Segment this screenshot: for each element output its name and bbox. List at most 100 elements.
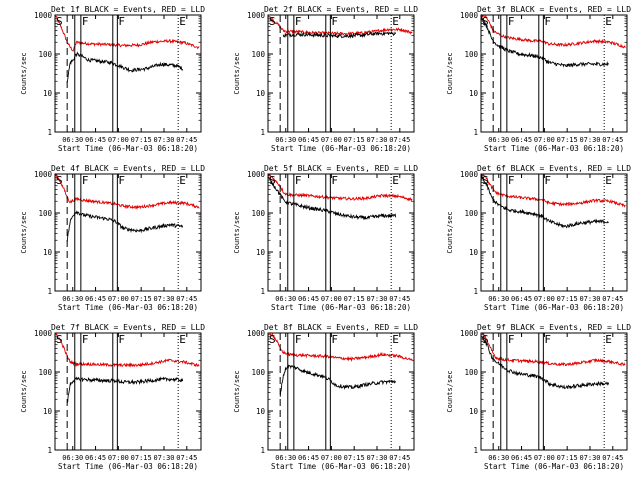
chart-title: Det 7f BLACK = Events, RED = LLD <box>51 323 205 332</box>
x-tick-label: 07:00 <box>108 454 129 462</box>
chart-panel-8: Det 8f BLACK = Events, RED = LLD Counts/s… <box>233 323 418 471</box>
series-line-lld <box>54 14 200 52</box>
y-tick-label: 1 <box>473 128 478 137</box>
x-tick-label: 07:30 <box>579 295 600 303</box>
x-tick-label: 07:15 <box>557 136 578 144</box>
marker-label: F <box>82 174 89 187</box>
y-axis-label: Counts/sec <box>233 211 241 253</box>
y-tick-label: 1000 <box>34 11 53 20</box>
series-line-lld <box>55 332 200 368</box>
y-axis-label: Counts/sec <box>446 52 454 94</box>
series-line-lld <box>268 173 413 202</box>
x-tick-label: 06:45 <box>298 136 319 144</box>
marker-label: S <box>482 15 489 28</box>
x-axis-label: Start Time (06-Mar-03 06:18:20) <box>58 462 198 471</box>
chart-panel-6: Det 6f BLACK = Events, RED = LLD Counts/s… <box>446 164 631 312</box>
marker-label: F <box>295 333 302 346</box>
y-tick-label: 1 <box>47 128 52 137</box>
x-tick-label: 07:30 <box>153 136 174 144</box>
y-tick-label: 1 <box>473 446 478 455</box>
marker-label: E <box>605 174 612 187</box>
x-tick-label: 07:15 <box>344 454 365 462</box>
series-line-events <box>279 364 397 397</box>
x-tick-label: 07:00 <box>108 295 129 303</box>
y-tick-label: 1000 <box>247 329 266 338</box>
y-tick-label: 10 <box>43 407 53 416</box>
series-line-lld <box>480 13 626 49</box>
x-tick-label: 07:00 <box>321 136 342 144</box>
x-tick-label: 06:45 <box>85 136 106 144</box>
x-axis-label: Start Time (06-Mar-03 06:18:20) <box>58 303 198 312</box>
x-tick-label: 06:45 <box>511 454 532 462</box>
x-tick-label: 07:45 <box>389 295 410 303</box>
chart-panel-1: Det 1f BLACK = Events, RED = LLD Counts/s… <box>20 5 205 153</box>
x-tick-label: 06:30 <box>62 454 83 462</box>
marker-label: F <box>331 15 338 28</box>
x-tick-label: 06:45 <box>298 295 319 303</box>
y-tick-label: 10 <box>256 407 266 416</box>
x-tick-label: 07:45 <box>602 136 623 144</box>
marker-label: E <box>392 174 399 187</box>
marker-label: E <box>179 333 186 346</box>
y-tick-label: 10 <box>43 248 53 257</box>
marker-label: F <box>118 15 125 28</box>
chart-title: Det 2f BLACK = Events, RED = LLD <box>264 5 418 14</box>
x-tick-label: 07:45 <box>602 295 623 303</box>
marker-label: F <box>118 174 125 187</box>
y-tick-label: 10 <box>256 248 266 257</box>
marker-label: S <box>482 333 489 346</box>
y-tick-label: 10 <box>469 89 479 98</box>
x-tick-label: 06:30 <box>488 136 509 144</box>
y-tick-label: 1000 <box>34 170 53 179</box>
x-tick-label: 07:30 <box>579 136 600 144</box>
chart-panel-7: Det 7f BLACK = Events, RED = LLD Counts/s… <box>20 323 205 471</box>
series-line-events <box>480 335 610 390</box>
series-line-events <box>480 15 609 68</box>
plot-frame <box>54 14 202 133</box>
marker-label: S <box>56 174 63 187</box>
y-tick-label: 100 <box>464 209 478 218</box>
x-tick-label: 07:30 <box>153 454 174 462</box>
x-tick-label: 06:30 <box>62 136 83 144</box>
y-tick-label: 100 <box>464 368 478 377</box>
marker-label: F <box>544 15 551 28</box>
x-tick-label: 06:30 <box>488 454 509 462</box>
plot-frame <box>480 332 628 451</box>
x-tick-label: 07:45 <box>389 454 410 462</box>
x-tick-label: 07:15 <box>557 295 578 303</box>
y-axis-label: Counts/sec <box>233 370 241 412</box>
x-tick-label: 07:15 <box>131 454 152 462</box>
x-axis-label: Start Time (06-Mar-03 06:18:20) <box>58 144 198 153</box>
marker-label: E <box>605 333 612 346</box>
y-tick-label: 1 <box>260 446 265 455</box>
y-tick-label: 1 <box>260 287 265 296</box>
chart-panel-2: Det 2f BLACK = Events, RED = LLD Counts/s… <box>233 5 418 153</box>
marker-label: E <box>179 174 186 187</box>
series-line-lld <box>480 173 626 208</box>
x-tick-label: 06:30 <box>488 295 509 303</box>
x-tick-label: 07:30 <box>153 295 174 303</box>
y-axis-label: Counts/sec <box>20 211 28 253</box>
y-tick-label: 10 <box>43 89 53 98</box>
y-tick-label: 10 <box>469 407 479 416</box>
marker-label: F <box>82 333 89 346</box>
y-tick-label: 1 <box>47 446 52 455</box>
plot-frame <box>480 173 628 292</box>
series-line-events <box>66 51 184 83</box>
x-tick-label: 06:30 <box>275 454 296 462</box>
marker-label: S <box>269 333 276 346</box>
x-tick-label: 06:30 <box>62 295 83 303</box>
x-axis-label: Start Time (06-Mar-03 06:18:20) <box>271 303 411 312</box>
y-tick-label: 1 <box>473 287 478 296</box>
y-tick-label: 1000 <box>460 11 479 20</box>
chart-title: Det 9f BLACK = Events, RED = LLD <box>477 323 631 332</box>
y-tick-label: 1000 <box>247 11 266 20</box>
series-line-lld <box>268 332 413 363</box>
marker-label: F <box>331 174 338 187</box>
marker-label: F <box>508 174 515 187</box>
x-tick-label: 07:45 <box>176 454 197 462</box>
x-tick-label: 06:30 <box>275 295 296 303</box>
y-tick-label: 1000 <box>460 170 479 179</box>
x-tick-label: 06:30 <box>275 136 296 144</box>
marker-label: F <box>331 333 338 346</box>
